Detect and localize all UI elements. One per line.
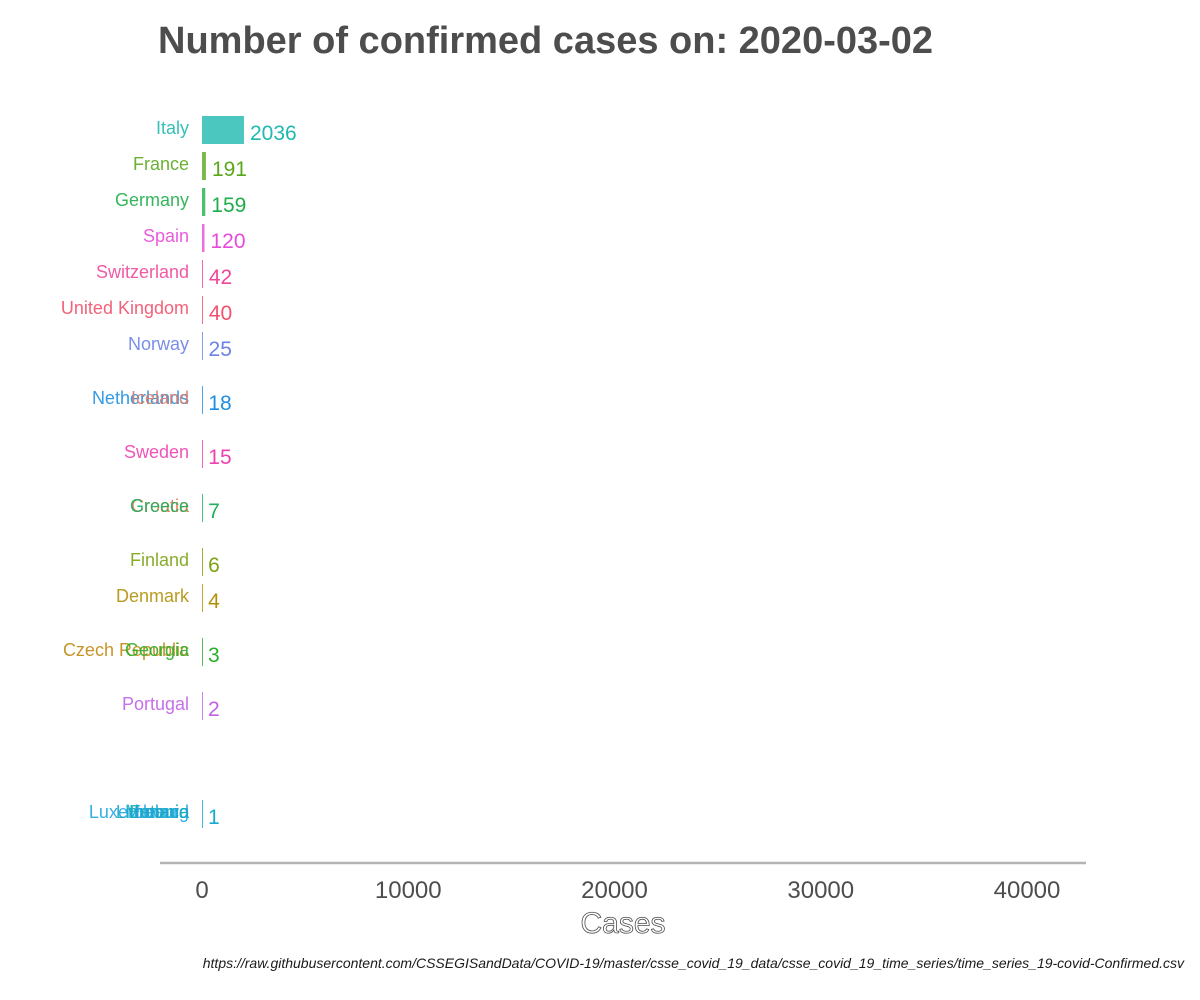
country-label: United Kingdom: [61, 298, 189, 318]
value-label: 7: [208, 500, 220, 523]
country-label: Denmark: [116, 586, 190, 606]
bar-13: [202, 692, 203, 720]
x-tick-label: 40000: [994, 877, 1061, 904]
value-label: 2036: [250, 122, 297, 145]
value-label: 18: [208, 392, 231, 415]
x-tick-label: 0: [195, 877, 208, 904]
bar-11: [202, 584, 203, 612]
country-label: Norway: [128, 334, 189, 354]
bar-14: [202, 800, 203, 828]
bar-12: [202, 638, 203, 666]
x-axis-title: Cases: [580, 907, 665, 940]
source-caption: https://raw.githubusercontent.com/CSSEGI…: [202, 955, 1184, 971]
country-label: Sweden: [124, 442, 189, 462]
chart-title: Number of confirmed cases on: 2020-03-02: [158, 20, 934, 62]
bar-4: [202, 260, 203, 288]
bar-9: [202, 494, 203, 522]
country-label: Greece: [130, 496, 189, 516]
value-label: 3: [208, 644, 220, 667]
bar-7: [202, 386, 203, 414]
country-label: Estonia: [129, 802, 190, 822]
country-label: France: [133, 154, 189, 174]
country-label: Italy: [156, 118, 189, 138]
country-label: Finland: [130, 550, 189, 570]
bar-3: [202, 224, 205, 252]
country-label: Czech Republic: [63, 640, 189, 660]
bar-8: [202, 440, 203, 468]
bar-0: [202, 116, 244, 144]
value-label: 191: [212, 158, 247, 181]
value-label: 40: [209, 302, 232, 325]
country-label: Spain: [143, 226, 189, 246]
value-label: 2: [208, 698, 220, 721]
country-label: Monaco: [125, 802, 189, 822]
x-tick-label: 10000: [375, 877, 442, 904]
value-label: 4: [208, 590, 220, 613]
country-label: Luxembourg: [89, 802, 189, 822]
value-label: 1: [208, 806, 220, 829]
country-label: Netherlands: [92, 388, 189, 408]
bar-10: [202, 548, 203, 576]
x-tick-label: 20000: [581, 877, 648, 904]
country-label: Portugal: [122, 694, 189, 714]
x-tick-label: 30000: [787, 877, 854, 904]
country-label: Croatia: [131, 496, 190, 516]
value-label: 25: [209, 338, 232, 361]
country-label: Iceland: [131, 388, 189, 408]
x-tick-labels: 0 10000 20000 30000 40000: [195, 877, 1060, 904]
value-label: 159: [211, 194, 246, 217]
country-label: Georgia: [125, 640, 190, 660]
value-label: 6: [208, 554, 220, 577]
bar-1: [202, 152, 206, 180]
country-label: Switzerland: [96, 262, 189, 282]
bar-5: [202, 296, 203, 324]
value-label: 15: [208, 446, 231, 469]
bars-layer: [202, 116, 244, 828]
country-labels-layer: Italy France Germany Spain Switzerland United…: [61, 118, 190, 822]
country-label: Lithuania: [116, 802, 190, 822]
bar-2: [202, 188, 206, 216]
value-label: 42: [209, 266, 232, 289]
country-label: Germany: [115, 190, 189, 210]
country-label: Ireland: [134, 802, 189, 822]
value-label: 120: [210, 230, 245, 253]
bar-6: [202, 332, 203, 360]
